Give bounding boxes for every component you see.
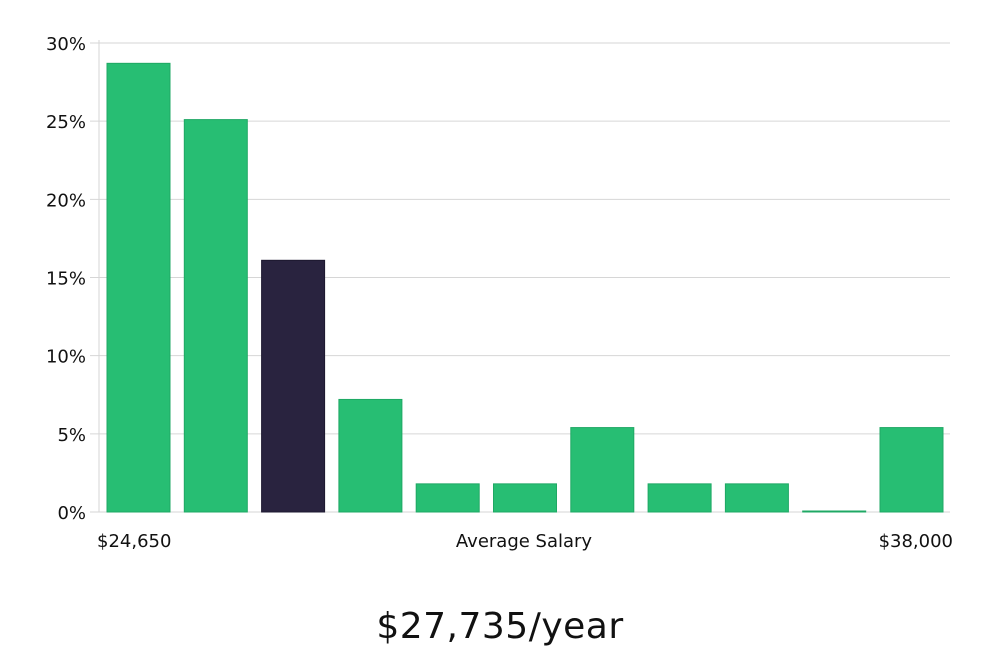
bar-highlighted: [261, 259, 326, 513]
x-max-label: $38,000: [879, 531, 953, 552]
y-axis-ticks: 0% 5% 10% 15% 20% 25% 30%: [46, 34, 86, 524]
y-tick-label: 15%: [46, 269, 86, 290]
bar: [724, 483, 789, 513]
average-salary-headline: $27,735/year: [376, 606, 624, 647]
y-tick-label: 30%: [46, 34, 86, 55]
y-tick-label: 5%: [57, 425, 86, 446]
bar: [106, 62, 171, 513]
bar: [415, 483, 480, 513]
bar: [183, 119, 248, 513]
bar: [493, 483, 557, 513]
x-min-label: $24,650: [97, 531, 171, 552]
bar: [802, 510, 867, 513]
x-axis-label: Average Salary: [456, 531, 593, 552]
bar: [879, 427, 944, 513]
bars: [106, 62, 944, 513]
y-tick-label: 10%: [46, 347, 86, 368]
salary-histogram-chart: 0% 5% 10% 15% 20% 25% 30% $24,650 Average Sala…: [46, 34, 953, 552]
y-tick-label: 20%: [46, 190, 86, 211]
bar: [570, 427, 635, 513]
y-tick-label: 0%: [57, 503, 86, 524]
y-tick-label: 25%: [46, 112, 86, 133]
bar: [338, 398, 403, 513]
bar: [647, 483, 712, 513]
